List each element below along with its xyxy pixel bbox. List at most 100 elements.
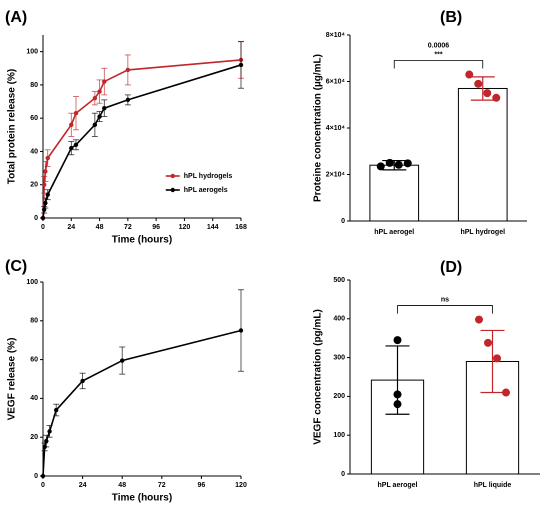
y-tick-label: 80 xyxy=(30,318,38,325)
y-tick-label: 0 xyxy=(341,471,345,478)
point xyxy=(97,114,102,119)
point xyxy=(40,215,46,221)
y-tick-label: 40 xyxy=(30,148,38,155)
point xyxy=(92,122,98,128)
point xyxy=(92,96,98,101)
legend-label: hPL aerogels xyxy=(184,187,228,194)
panel-title: (C) xyxy=(5,258,27,275)
point xyxy=(120,358,125,363)
data-point xyxy=(484,338,492,347)
x-tick-label: 48 xyxy=(96,224,104,231)
x-tick-label: 72 xyxy=(158,482,166,489)
y-tick-label: 60 xyxy=(30,115,38,122)
x-tick-label: 96 xyxy=(198,482,206,489)
point xyxy=(40,473,46,479)
panel-title: (B) xyxy=(440,9,462,26)
x-tick-label: hPL aerogel xyxy=(378,482,418,489)
data-point xyxy=(475,315,483,324)
series-line xyxy=(42,329,242,477)
data-point xyxy=(474,79,483,88)
point xyxy=(44,438,49,444)
x-tick-label: 72 xyxy=(124,224,132,231)
panel-title: (D) xyxy=(440,259,462,276)
point xyxy=(238,62,244,68)
y-tick-label: 40 xyxy=(30,395,38,402)
point xyxy=(73,142,79,147)
legend-label: hPL hydrogels xyxy=(184,173,233,180)
point xyxy=(43,200,48,206)
point xyxy=(73,110,79,116)
y-tick-label: 6×10⁴ xyxy=(326,78,346,85)
data-point xyxy=(385,158,394,167)
point xyxy=(80,378,85,384)
data-point xyxy=(492,93,501,102)
x-axis-label: Time (hours) xyxy=(112,235,172,246)
x-tick-label: 120 xyxy=(179,224,191,231)
point xyxy=(97,89,102,94)
y-tick-label: 2×10⁴ xyxy=(326,171,346,178)
y-tick-label: 500 xyxy=(333,277,345,284)
x-tick-label: 24 xyxy=(67,224,75,231)
data-point xyxy=(502,388,510,397)
point xyxy=(45,155,50,161)
x-tick-label: 96 xyxy=(152,224,160,231)
point xyxy=(54,407,59,413)
point xyxy=(69,122,74,128)
y-tick-label: 8×10⁴ xyxy=(326,32,346,39)
point xyxy=(102,106,107,111)
data-point xyxy=(493,354,501,363)
point xyxy=(69,145,74,151)
y-axis-label: Total protein release (%) xyxy=(7,69,18,184)
data-point xyxy=(403,159,412,168)
bar xyxy=(457,87,508,222)
y-tick-label: 200 xyxy=(333,393,345,400)
point xyxy=(41,182,47,187)
x-tick-label: 144 xyxy=(207,224,219,231)
p-value: 0.0006 xyxy=(428,42,450,49)
data-point xyxy=(393,336,402,345)
bar xyxy=(370,379,425,475)
x-axis-label: Time (hours) xyxy=(112,493,172,504)
series-line xyxy=(42,59,242,219)
y-tick-label: 60 xyxy=(30,356,38,363)
x-tick-label: hPL hydrogel xyxy=(460,229,505,236)
y-axis-label: Proteine concentration (µg/mL) xyxy=(313,54,324,202)
data-point xyxy=(465,70,474,79)
y-tick-label: 80 xyxy=(30,82,38,89)
point xyxy=(47,429,52,434)
x-tick-label: 0 xyxy=(41,224,45,231)
data-point xyxy=(394,160,403,169)
point xyxy=(125,67,131,73)
data-point xyxy=(393,400,402,409)
y-tick-label: 0 xyxy=(341,218,345,225)
y-tick-label: 400 xyxy=(333,316,345,323)
point xyxy=(238,328,244,333)
y-axis-label: VEGF release (%) xyxy=(7,338,18,421)
legend-marker xyxy=(170,187,175,193)
point xyxy=(45,192,50,197)
y-tick-label: 0 xyxy=(34,473,38,480)
x-tick-label: hPL liquide xyxy=(474,482,512,489)
x-tick-label: 120 xyxy=(235,482,247,489)
point xyxy=(125,97,131,103)
y-tick-label: 100 xyxy=(26,48,38,55)
data-point xyxy=(376,162,385,171)
y-tick-label: 0 xyxy=(34,215,38,222)
bar xyxy=(369,164,420,222)
point xyxy=(102,79,107,84)
legend-marker xyxy=(170,173,175,179)
point xyxy=(42,444,47,450)
significance: *** xyxy=(434,51,442,58)
x-tick-label: 0 xyxy=(41,482,45,489)
panel-title: (A) xyxy=(5,9,27,26)
x-tick-label: 48 xyxy=(118,482,126,489)
y-tick-label: 20 xyxy=(30,434,38,441)
x-tick-label: hPL aerogel xyxy=(374,229,414,236)
y-tick-label: 20 xyxy=(30,182,38,189)
significance-bracket xyxy=(397,305,493,314)
point xyxy=(43,169,48,174)
significance-bracket xyxy=(393,60,484,69)
y-tick-label: 100 xyxy=(26,279,38,286)
point xyxy=(41,207,47,212)
